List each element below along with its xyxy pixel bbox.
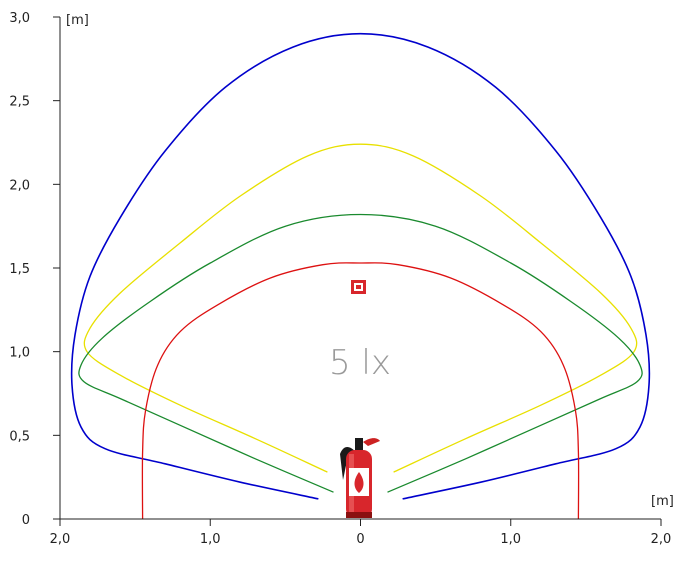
x-axis-unit: [m] (651, 494, 674, 509)
y-axis-ticks: 0 0,5 1,0 1,5 2,0 2,5 3,0 (9, 11, 60, 528)
emergency-luminaire-icon (351, 280, 366, 294)
contour-series-4 (141, 262, 580, 520)
y-tick-label: 3,0 (9, 11, 30, 26)
x-axis-ticks: 2,0 1,0 0 1,0 2,0 (50, 519, 672, 547)
x-tick-label: 2,0 (50, 532, 71, 547)
y-tick-label: 0,5 (9, 429, 30, 444)
x-tick-label: 1,0 (200, 532, 221, 547)
y-tick-label: 2,5 (9, 95, 30, 110)
contour-series-3 (78, 213, 643, 493)
fire-extinguisher-icon (340, 438, 380, 518)
contour-lines (70, 32, 651, 520)
y-tick-label: 1,5 (9, 262, 30, 277)
y-tick-label: 1,0 (9, 346, 30, 361)
x-tick-label: 1,0 (500, 532, 521, 547)
y-tick-label: 0 (22, 513, 30, 528)
contour-series-2 (83, 143, 638, 473)
illuminance-annotation: 5 lx (329, 343, 391, 383)
contour-series-1 (70, 32, 651, 500)
x-tick-label: 2,0 (651, 532, 672, 547)
y-tick-label: 2,0 (9, 178, 30, 193)
y-axis-unit: [m] (66, 13, 89, 28)
x-tick-label: 0 (356, 532, 364, 547)
